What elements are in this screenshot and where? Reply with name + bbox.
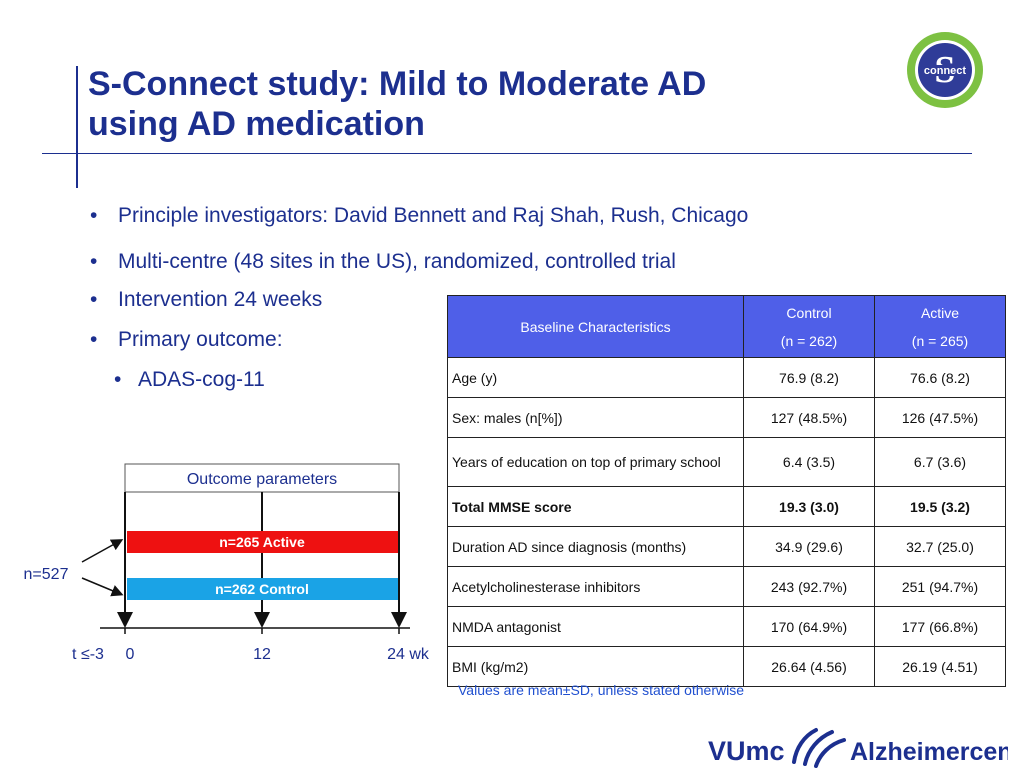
wave-icon	[792, 728, 846, 768]
alzheimercentrum-text: Alzheimercentrum	[850, 738, 1008, 766]
row-control-value: 76.9 (8.2)	[743, 357, 875, 398]
row-label: Sex: males (n[%])	[447, 397, 744, 438]
row-active-value: 32.7 (25.0)	[874, 526, 1006, 567]
header-control-label: Control	[786, 304, 832, 321]
table-row: BMI (kg/m2) 26.64 (4.56) 26.19 (4.51)	[447, 646, 1006, 687]
bullet-outcome: Primary outcome:	[118, 328, 283, 351]
table-row: Sex: males (n[%]) 127 (48.5%) 126 (47.5%…	[447, 397, 1006, 438]
study-design-diagram: Outcome parameters n=265 Active n=262 Co…	[24, 463, 430, 663]
row-control-value: 26.64 (4.56)	[743, 646, 875, 687]
list-item: • ADAS-cog-11	[90, 362, 748, 402]
header-control: Control (n = 262)	[743, 295, 875, 358]
bullet-dot-icon: •	[90, 204, 98, 227]
header-control-n: (n = 262)	[780, 332, 838, 349]
header-active-label: Active	[920, 304, 960, 321]
tick-label-screening: t ≤-3	[72, 646, 104, 663]
row-active-value: 251 (94.7%)	[874, 566, 1006, 607]
row-active-value: 126 (47.5%)	[874, 397, 1006, 438]
header-active-n: (n = 265)	[911, 332, 969, 349]
title-line-1: S-Connect study: Mild to Moderate AD	[88, 65, 707, 103]
arrow-to-active	[81, 539, 124, 563]
table-header-row: Baseline Characteristics Control (n = 26…	[447, 295, 1006, 358]
title-vertical-rule	[76, 66, 78, 188]
row-control-value: 243 (92.7%)	[743, 566, 875, 607]
table-row: Total MMSE score 19.3 (3.0) 19.5 (3.2)	[447, 486, 1006, 527]
bullet-investigators: Principle investigators: David Bennett a…	[118, 204, 749, 227]
row-label: Age (y)	[447, 357, 744, 398]
tick-label-24: 24 wk	[387, 646, 430, 663]
s-connect-logo: S connect	[907, 32, 983, 108]
control-bar	[127, 578, 398, 600]
row-control-value: 19.3 (3.0)	[743, 486, 875, 527]
bullet-design: Multi-centre (48 sites in the US), rando…	[118, 250, 676, 273]
table-row: Acetylcholinesterase inhibitors 243 (92.…	[447, 566, 1006, 607]
tick-label-0: 0	[126, 646, 135, 663]
vumc-text: VUmc	[708, 736, 785, 766]
control-bar-label: n=262 Control	[215, 581, 309, 597]
page-title: S-Connect study: Mild to Moderate AD usi…	[88, 64, 868, 144]
row-label: Total MMSE score	[447, 486, 744, 527]
row-active-value: 19.5 (3.2)	[874, 486, 1006, 527]
row-active-value: 177 (66.8%)	[874, 606, 1006, 647]
row-label: Years of education on top of primary sch…	[447, 437, 744, 487]
list-item: • Multi-centre (48 sites in the US), rand…	[90, 244, 748, 282]
logo-text: connect	[924, 65, 967, 77]
total-n-label: n=527	[24, 566, 69, 583]
list-item: • Principle investigators: David Bennett …	[90, 198, 748, 236]
header-characteristics: Baseline Characteristics	[447, 295, 744, 358]
row-active-value: 76.6 (8.2)	[874, 357, 1006, 398]
row-active-value: 26.19 (4.51)	[874, 646, 1006, 687]
table-row: NMDA antagonist 170 (64.9%) 177 (66.8%)	[447, 606, 1006, 647]
bullet-dot-icon: •	[90, 250, 98, 273]
outcome-box-title: Outcome parameters	[187, 471, 337, 488]
active-bar-label: n=265 Active	[219, 534, 305, 550]
bullet-dot-icon: •	[90, 328, 98, 351]
row-control-value: 34.9 (29.6)	[743, 526, 875, 567]
row-label: Acetylcholinesterase inhibitors	[447, 566, 744, 607]
row-label: NMDA antagonist	[447, 606, 744, 647]
tick-label-12: 12	[253, 646, 271, 663]
outcome-box	[124, 463, 400, 493]
baseline-table: Baseline Characteristics Control (n = 26…	[447, 295, 1006, 687]
vumc-alzheimercentrum-logo: VUmc Alzheimercentrum	[708, 728, 1008, 768]
table-row: Age (y) 76.9 (8.2) 76.6 (8.2)	[447, 357, 1006, 398]
active-bar	[127, 531, 398, 553]
row-control-value: 127 (48.5%)	[743, 397, 875, 438]
bullet-list: • Principle investigators: David Bennett …	[90, 198, 748, 402]
row-label: Duration AD since diagnosis (months)	[447, 526, 744, 567]
table-row: Years of education on top of primary sch…	[447, 437, 1006, 487]
row-active-value: 6.7 (3.6)	[874, 437, 1006, 487]
list-item: • Intervention 24 weeks	[90, 282, 748, 322]
list-item: • Primary outcome:	[90, 322, 748, 362]
row-control-value: 6.4 (3.5)	[743, 437, 875, 487]
table-footnote: Values are mean±SD, unless stated otherw…	[458, 682, 745, 698]
row-label: BMI (kg/m2)	[447, 646, 744, 687]
table-row: Duration AD since diagnosis (months) 34.…	[447, 526, 1006, 567]
title-line-2: using AD medication	[88, 105, 425, 143]
bullet-outcome-sub: ADAS-cog-11	[138, 368, 265, 391]
header-active: Active (n = 265)	[874, 295, 1006, 358]
row-control-value: 170 (64.9%)	[743, 606, 875, 647]
title-horizontal-rule	[42, 153, 972, 154]
bullet-intervention: Intervention 24 weeks	[118, 288, 323, 311]
arrow-to-control	[81, 577, 124, 597]
bullet-dot-icon: •	[90, 288, 98, 311]
bullet-dot-icon: •	[114, 368, 122, 391]
